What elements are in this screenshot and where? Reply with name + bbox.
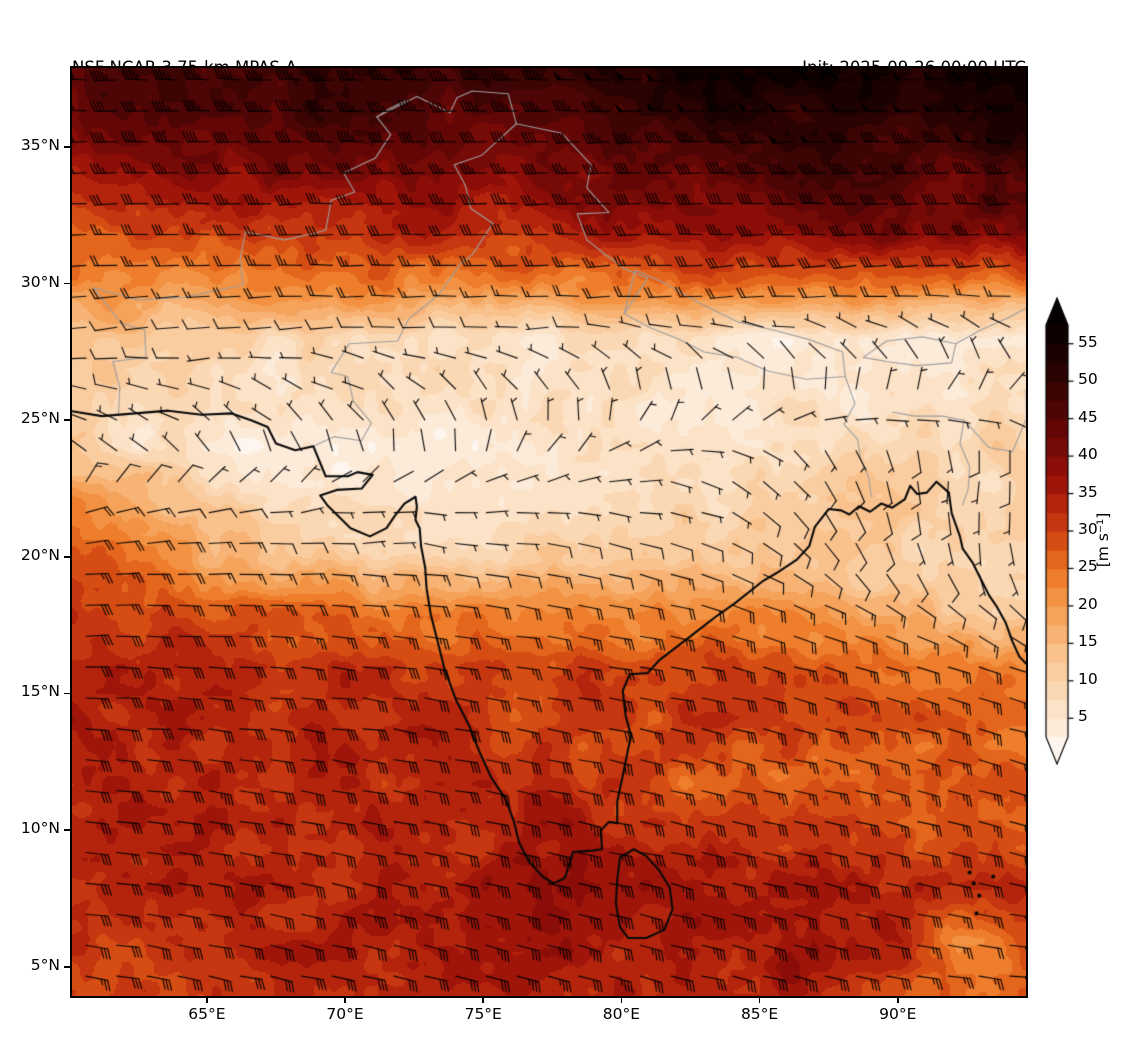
x-tick-label: 70°E bbox=[326, 1005, 364, 1023]
colorbar-tick-label: 5 bbox=[1078, 707, 1088, 726]
y-tick-mark bbox=[64, 829, 72, 831]
colorbar-tick-label: 55 bbox=[1078, 332, 1098, 351]
y-tick-label: 35°N bbox=[20, 135, 60, 154]
x-tick-mark bbox=[344, 996, 346, 1003]
y-tick-label: 20°N bbox=[20, 545, 60, 564]
y-tick-mark bbox=[64, 692, 72, 695]
y-tick-mark bbox=[64, 282, 72, 285]
y-tick-label: 5°N bbox=[30, 955, 60, 974]
colorbar-tick-label: 10 bbox=[1078, 669, 1098, 688]
x-tick-label: 85°E bbox=[740, 1005, 779, 1023]
colorbar-tick-label: 35 bbox=[1078, 482, 1098, 501]
x-tick-label: 65°E bbox=[188, 1005, 226, 1023]
colorbar-unit-label: [m s⁻¹] bbox=[1094, 512, 1112, 568]
y-tick-mark bbox=[64, 556, 72, 558]
colorbar-canvas bbox=[1040, 292, 1086, 778]
y-tick-label: 10°N bbox=[20, 819, 60, 838]
shear-map-canvas bbox=[72, 68, 1026, 996]
x-tick-label: 75°E bbox=[464, 1005, 502, 1023]
x-tick-mark bbox=[620, 996, 623, 1003]
colorbar-tick-label: 50 bbox=[1078, 370, 1098, 389]
y-tick-mark bbox=[64, 419, 72, 421]
colorbar-tick-label: 25 bbox=[1078, 557, 1098, 576]
y-tick-label: 15°N bbox=[20, 682, 60, 701]
colorbar-tick-label: 30 bbox=[1078, 520, 1098, 538]
map-plot-frame bbox=[70, 66, 1028, 998]
y-tick-mark bbox=[64, 146, 72, 148]
y-tick-mark bbox=[64, 966, 72, 968]
colorbar-tick-label: 15 bbox=[1078, 632, 1098, 651]
colorbar-tick-label: 20 bbox=[1078, 594, 1098, 613]
x-tick-mark bbox=[482, 996, 484, 1003]
y-tick-label: 30°N bbox=[20, 272, 60, 291]
x-tick-mark bbox=[758, 996, 761, 1003]
colorbar-tick-label: 40 bbox=[1078, 445, 1098, 464]
y-tick-label: 25°N bbox=[20, 409, 60, 428]
x-tick-mark bbox=[897, 996, 899, 1003]
x-tick-label: 80°E bbox=[602, 1005, 641, 1023]
x-tick-label: 90°E bbox=[879, 1005, 917, 1023]
x-tick-mark bbox=[206, 996, 208, 1003]
colorbar-tick-label: 45 bbox=[1078, 407, 1098, 426]
